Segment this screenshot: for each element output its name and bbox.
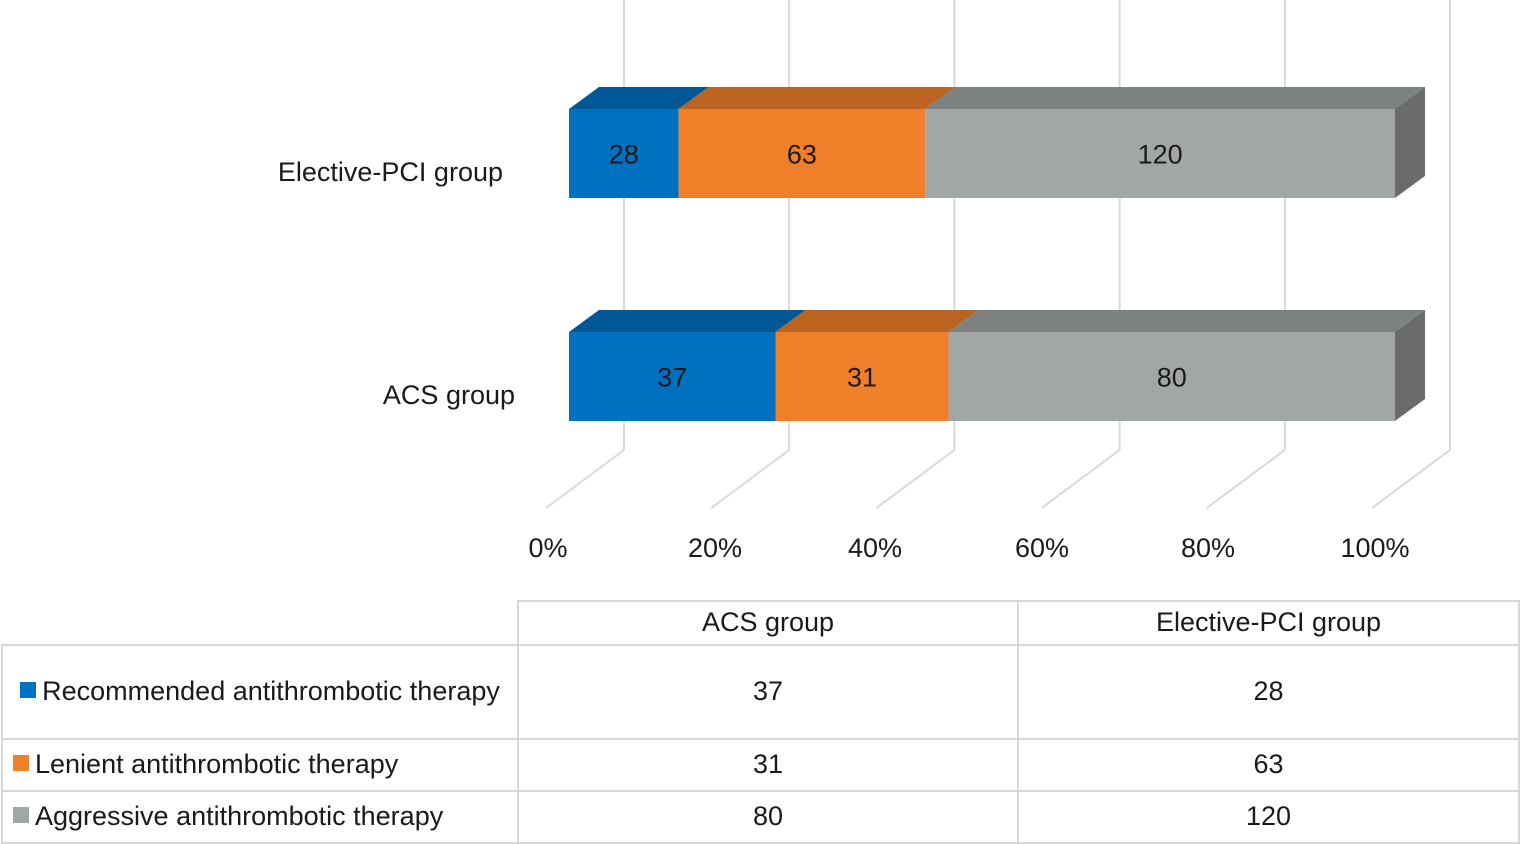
table-cell: 63 (1017, 737, 1520, 792)
data-table: ACS group Elective-PCI group Recommended… (1, 600, 1520, 844)
table-cell: 80 (517, 789, 1019, 844)
bar-value-label: 31 (847, 363, 877, 393)
legend-swatch-recommended (20, 681, 37, 698)
bar-value-label: 63 (787, 140, 817, 170)
gridline-floor (710, 449, 790, 509)
table-header-cell: ACS group (517, 600, 1019, 646)
table-row: Lenient antithrombotic therapy 31 63 (1, 737, 1520, 792)
legend-swatch-lenient (13, 754, 29, 771)
legend-label: Lenient antithrombotic therapy (35, 748, 399, 779)
x-tick-label: 100% (1340, 533, 1409, 563)
gridline-floor (875, 449, 955, 509)
table-header-row: ACS group Elective-PCI group (2, 600, 1520, 646)
labels: 0% 20% 40% 60% 80% 100% 37 31 80 ACS group 28 63 120… (278, 140, 1410, 564)
bar-segment (925, 109, 1395, 198)
table-cell: 31 (517, 737, 1019, 792)
bar-segment (948, 332, 1395, 421)
table-corner-cell (2, 601, 519, 646)
bar-segment-top (569, 310, 806, 332)
gridline-floor (545, 449, 625, 509)
bar-segment (678, 109, 926, 198)
bar-segment-top (569, 87, 709, 109)
legend-cell: Recommended antithrombotic therapy (1, 643, 519, 740)
legend-label: Aggressive antithrombotic therapy (35, 800, 444, 831)
x-tick-label: 60% (1015, 533, 1069, 563)
legend-cell: Aggressive antithrombotic therapy (1, 789, 519, 844)
bar-segment-side (1395, 87, 1425, 198)
legend-label: Recommended antithrombotic therapy (42, 675, 500, 706)
table-row: Recommended antithrombotic therapy 37 28 (1, 643, 1520, 740)
bar-value-label: 37 (657, 363, 687, 393)
table-header-cell: Elective-PCI group (1017, 600, 1520, 646)
table-cell: 28 (1017, 643, 1520, 740)
legend-swatch-aggressive (13, 806, 29, 823)
bar-value-label: 80 (1157, 363, 1187, 393)
bar-segment (569, 332, 776, 421)
bar-segment-side (1395, 310, 1425, 421)
gridlines (545, 0, 1451, 509)
bar-segment (775, 332, 949, 421)
x-tick-label: 40% (848, 533, 902, 563)
bar-segment-top (775, 310, 979, 332)
table-row: Aggressive antithrombotic therapy 80 120 (1, 789, 1520, 844)
legend-cell: Lenient antithrombotic therapy (1, 737, 519, 792)
bar-segment-top (948, 310, 1425, 332)
bar-value-label: 120 (1138, 140, 1183, 170)
x-tick-label: 0% (528, 533, 567, 563)
table-cell: 37 (517, 643, 1019, 740)
bars (569, 87, 1425, 421)
bar-segment-top (678, 87, 956, 109)
x-tick-label: 80% (1181, 533, 1235, 563)
table-cell: 120 (1017, 789, 1520, 844)
bar-value-label: 28 (609, 140, 639, 170)
gridline-floor (1371, 449, 1451, 509)
gridline-floor (1206, 449, 1286, 509)
category-label: Elective-PCI group (278, 157, 503, 187)
category-label: ACS group (383, 380, 515, 410)
stacked-bar-chart: 0% 20% 40% 60% 80% 100% 37 31 80 ACS group 28 63 120… (278, 0, 1451, 564)
bar-segment (569, 109, 679, 198)
gridline-floor (1041, 449, 1121, 509)
bar-segment-top (925, 87, 1425, 109)
x-tick-label: 20% (688, 533, 742, 563)
